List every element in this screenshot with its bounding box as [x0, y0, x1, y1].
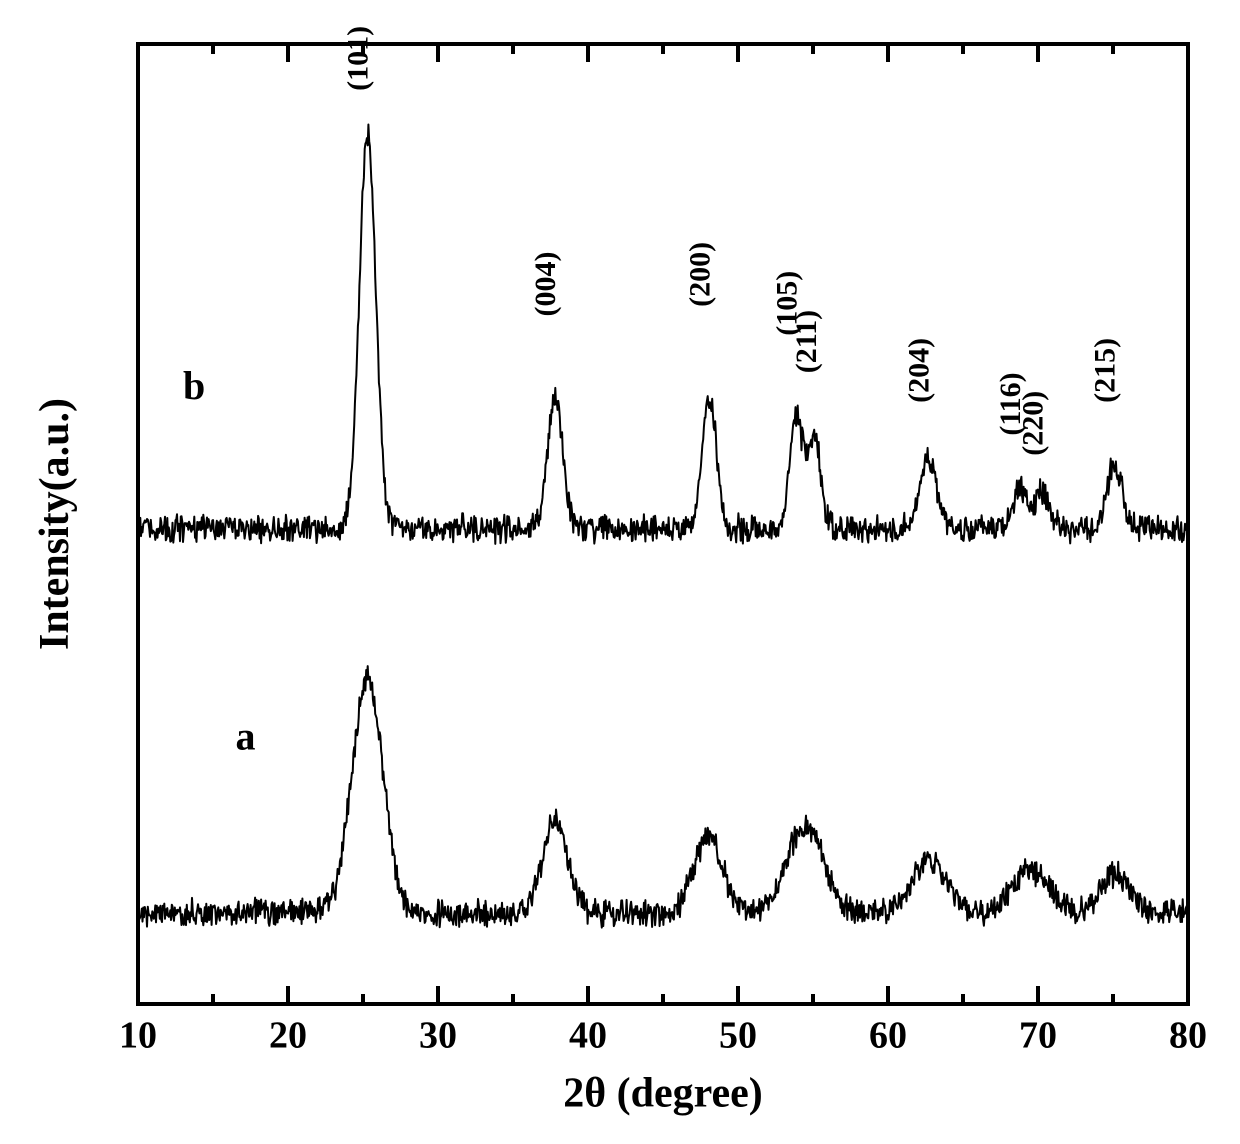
peak-label: (200) [684, 242, 717, 307]
xrd-chart-container: { "canvas": { "w": 1240, "h": 1144 }, "p… [0, 0, 1240, 1144]
xtick-label: 20 [269, 1015, 307, 1057]
peak-label: (220) [1017, 391, 1050, 456]
xtick-label: 80 [1169, 1015, 1207, 1057]
xtick-label: 60 [869, 1015, 907, 1057]
xtick-label: 30 [419, 1015, 457, 1057]
y-axis-title: Intensity(a.u.) [32, 398, 78, 650]
peak-label: (211) [790, 310, 823, 373]
series-label-b: b [183, 363, 205, 408]
x-axis-title: 2θ (degree) [563, 1070, 763, 1116]
chart-background [0, 0, 1240, 1144]
peak-label: (204) [903, 338, 936, 403]
xtick-label: 70 [1019, 1015, 1057, 1057]
peak-label: (004) [529, 252, 562, 317]
peak-label: (101) [342, 26, 375, 91]
xtick-label: 10 [119, 1015, 157, 1057]
xtick-label: 50 [719, 1015, 757, 1057]
series-label-a: a [236, 714, 256, 759]
peak-label: (215) [1089, 338, 1122, 403]
xtick-label: 40 [569, 1015, 607, 1057]
xrd-chart-svg: 10 20 30 40 50 60 70 80 2θ (degree) Intensity(a.u… [0, 0, 1240, 1144]
